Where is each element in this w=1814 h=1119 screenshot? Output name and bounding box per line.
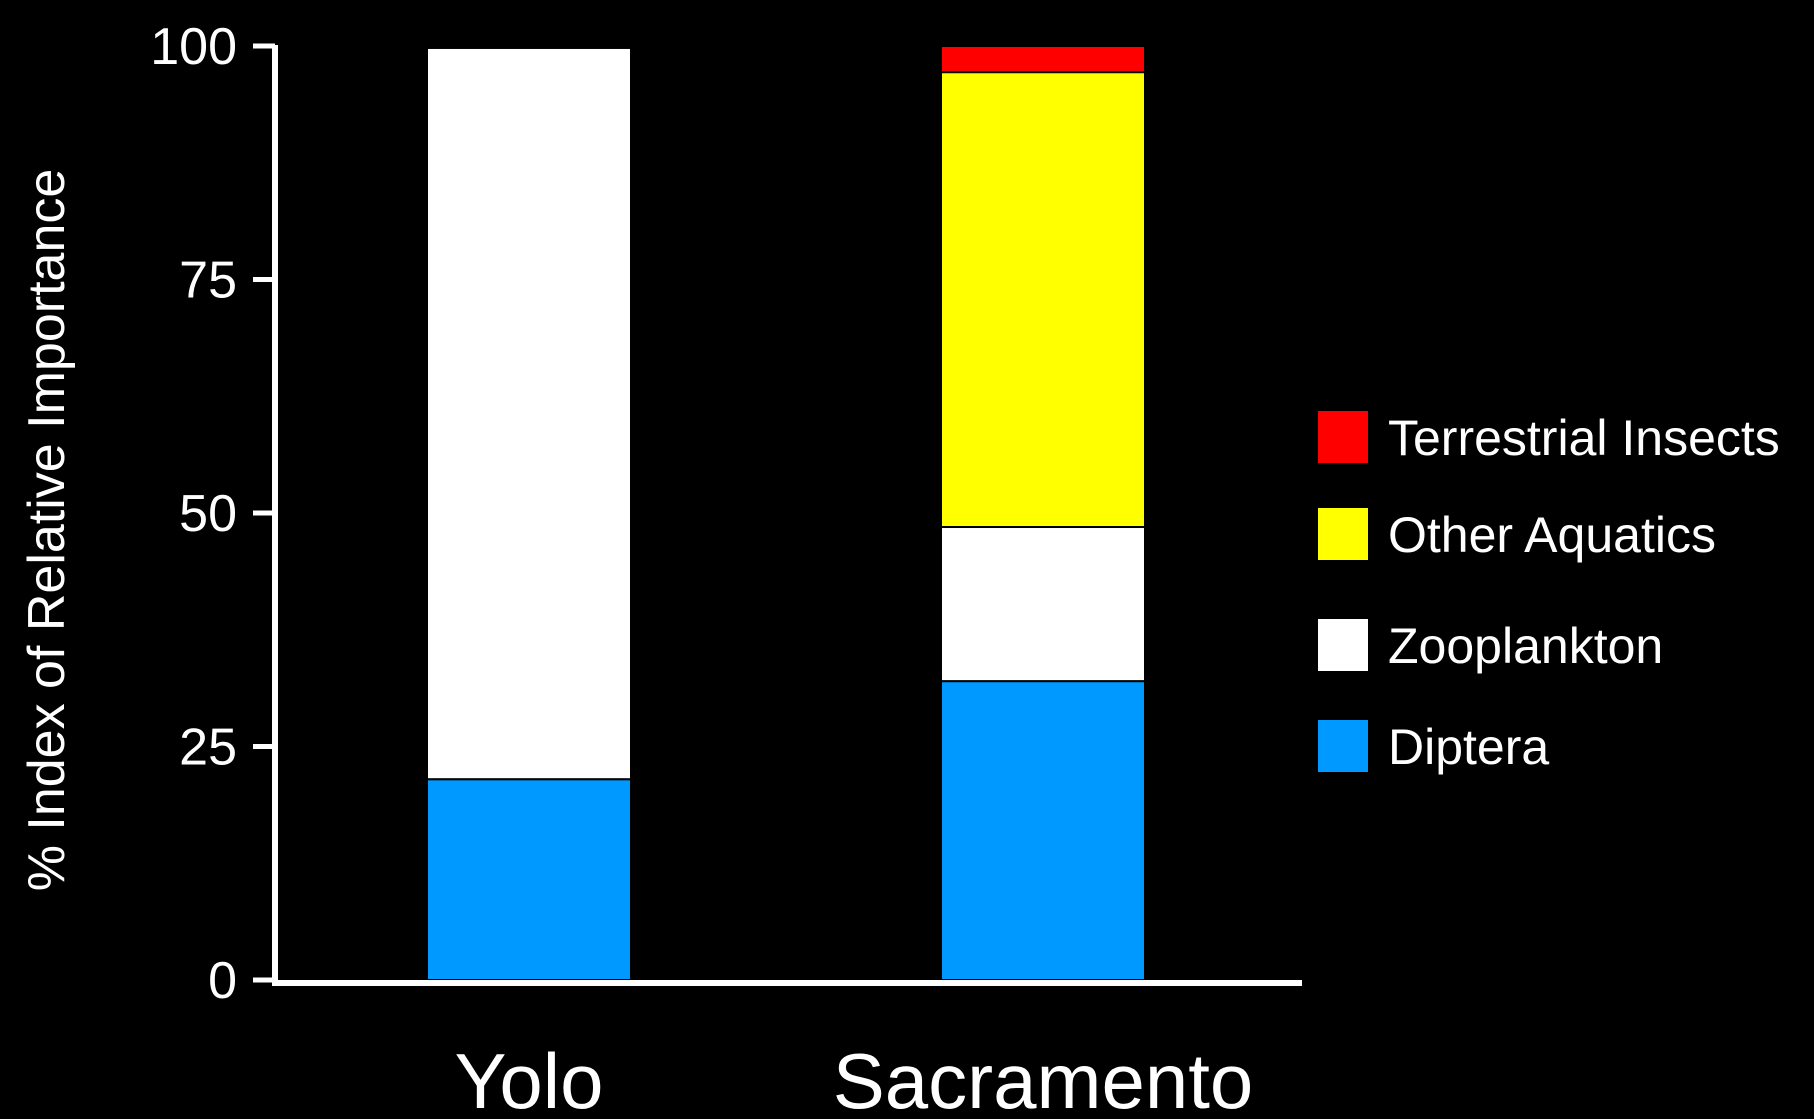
bars-group (426, 45, 1146, 981)
legend-label-terrestrial-insects: Terrestrial Insects (1388, 410, 1780, 466)
bar-segment-diptera-sacramento (940, 680, 1146, 981)
y-tick-label: 50 (179, 485, 237, 543)
x-tick-label-sacramento: Sacramento (833, 1037, 1254, 1119)
legend-label-diptera: Diptera (1388, 719, 1549, 775)
bar-segment-diptera-yolo (426, 778, 632, 981)
bar-segment-other-aquatics-sacramento (940, 71, 1146, 529)
legend-label-zooplankton: Zooplankton (1388, 618, 1663, 674)
y-tick-label: 0 (208, 952, 237, 1010)
y-tick-label: 25 (179, 719, 237, 777)
y-ticks-group: 0 25 50 75 100 (150, 18, 275, 1010)
bar-segment-zooplankton-yolo (426, 46, 632, 781)
legend: Terrestrial Insects Other Aquatics Zooplan… (1318, 410, 1780, 775)
legend-swatch-other-aquatics (1318, 508, 1368, 560)
x-tick-labels-group: Yolo Sacramento (455, 1037, 1254, 1119)
bar-segment-terrestrial-insects-sacramento (940, 45, 1146, 74)
legend-swatch-diptera (1318, 720, 1368, 772)
y-tick-label: 100 (150, 18, 237, 76)
legend-label-other-aquatics: Other Aquatics (1388, 507, 1716, 563)
y-tick-label: 75 (179, 252, 237, 310)
y-axis-title: % Index of Relative Importance (18, 169, 76, 892)
legend-swatch-zooplankton (1318, 619, 1368, 671)
bar-segment-terrestrial-insects-yolo (426, 45, 632, 49)
x-tick-label-yolo: Yolo (455, 1037, 604, 1119)
legend-swatch-terrestrial-insects (1318, 411, 1368, 463)
bar-segment-zooplankton-sacramento (940, 526, 1146, 683)
